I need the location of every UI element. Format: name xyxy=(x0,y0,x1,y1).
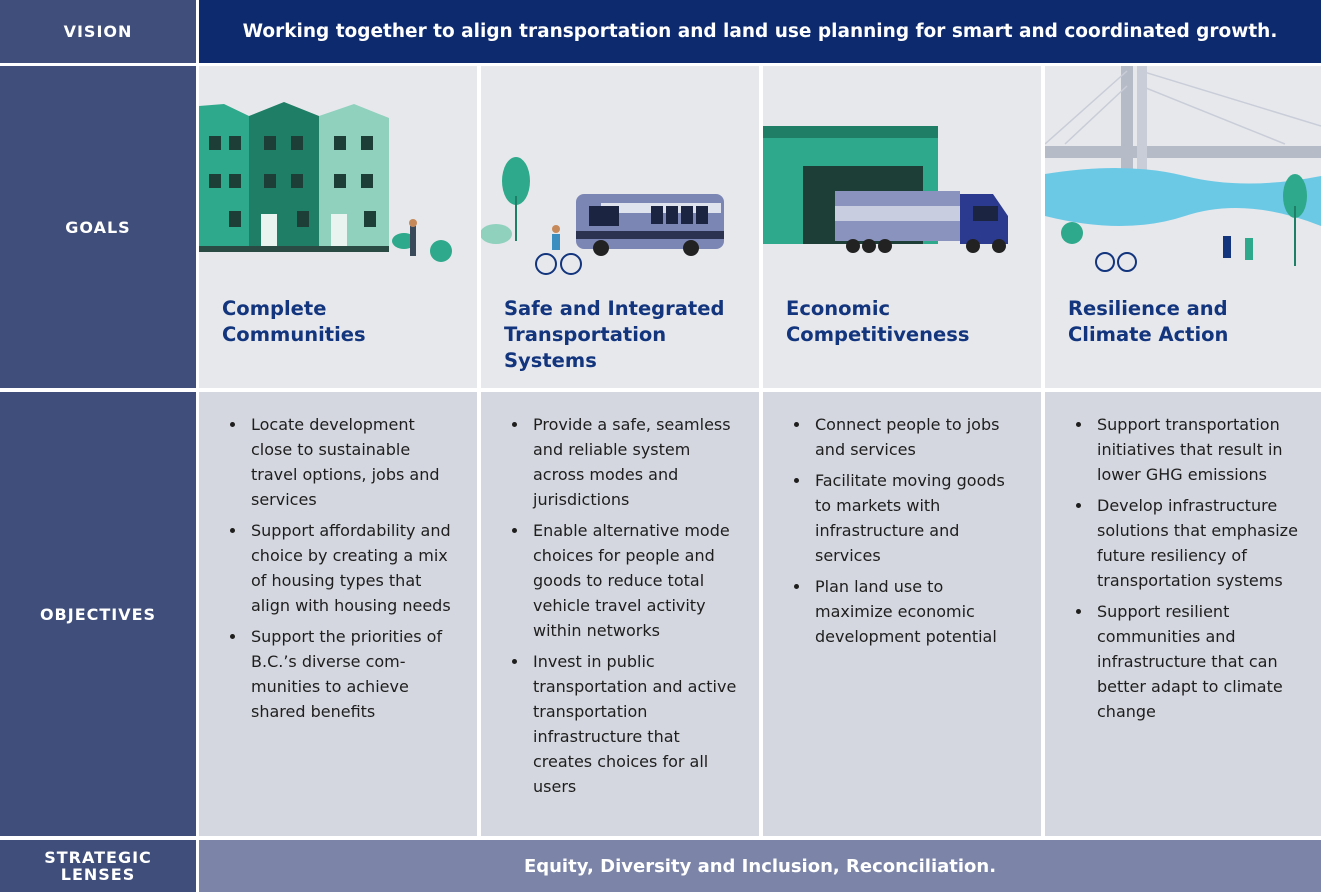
goal-title: Economic Competitiveness xyxy=(786,297,970,346)
houses-illustration xyxy=(199,102,452,262)
objective-list: Connect people to jobs and services Facil… xyxy=(763,392,1025,649)
objective-item: Enable alternative mode choices for peop… xyxy=(529,518,743,643)
objective-list: Locate development close to sustainable … xyxy=(199,392,461,724)
vision-text: Working together to align transportation… xyxy=(199,0,1321,63)
objective-item: Provide a safe, seamless and reliable sy… xyxy=(529,412,743,512)
objective-cell: Provide a safe, seamless and reliable sy… xyxy=(481,392,759,836)
goal-cell: Complete Communities xyxy=(199,66,477,388)
bridge-illustration xyxy=(1045,66,1321,272)
objective-item: Support transportation initiatives that … xyxy=(1093,412,1307,487)
objective-item: Facilitate moving goods to markets with … xyxy=(811,468,1025,568)
objective-cell: Connect people to jobs and services Facil… xyxy=(763,392,1041,836)
objective-item: Support affordability and choice by crea… xyxy=(247,518,461,618)
truck-illustration xyxy=(763,126,1008,253)
objective-item: Support resilient communities and infras… xyxy=(1093,599,1307,724)
objective-cell: Locate development close to sustainable … xyxy=(199,392,477,836)
goal-cell: Safe and Integrated Transportation Syste… xyxy=(481,66,759,388)
objective-cell: Support transportation initiatives that … xyxy=(1045,392,1321,836)
objective-item: Connect people to jobs and services xyxy=(811,412,1025,462)
objective-item: Develop infrastructure solutions that em… xyxy=(1093,493,1307,593)
objective-item: Locate development close to sustainable … xyxy=(247,412,461,512)
strategic-lenses-label: STRATEGIC LENSES xyxy=(0,840,196,892)
strategic-lenses-text: Equity, Diversity and Inclusion, Reconci… xyxy=(199,840,1321,892)
objective-item: Support the priorities of B.C.’s diverse… xyxy=(247,624,461,724)
objective-list: Provide a safe, seamless and reliable sy… xyxy=(481,392,743,799)
objectives-label: OBJECTIVES xyxy=(0,392,196,836)
goal-cell: Resilience and Climate Action xyxy=(1045,66,1321,388)
goal-title: Resilience and Climate Action xyxy=(1068,297,1229,346)
objective-item: Plan land use to maximize economic devel… xyxy=(811,574,1025,649)
vision-label: VISION xyxy=(0,0,196,63)
bus-illustration xyxy=(481,157,724,275)
objective-item: Invest in public transportation and acti… xyxy=(529,649,743,799)
goal-cell: Economic Competitiveness xyxy=(763,66,1041,388)
goal-title: Complete Communities xyxy=(222,297,366,346)
goal-title: Safe and Integrated Transportation Syste… xyxy=(504,297,725,372)
goals-label: GOALS xyxy=(0,66,196,388)
objective-list: Support transportation initiatives that … xyxy=(1045,392,1307,724)
